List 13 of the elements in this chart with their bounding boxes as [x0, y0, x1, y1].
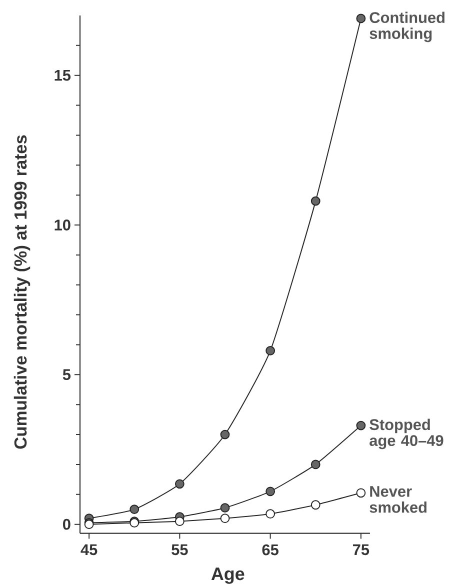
x-tick-label: 55: [172, 544, 188, 556]
series-label: Continued smoking: [370, 12, 444, 42]
y-tick-label: 5: [62, 369, 71, 380]
x-tick-label: 65: [262, 544, 278, 556]
y-tick-label: 0: [63, 518, 70, 530]
series-label: Stopped age 40–49: [370, 418, 444, 450]
series-label: Never smoked: [370, 486, 426, 513]
y-tick-label: 15: [54, 70, 71, 81]
y-axis-title: Cumulative mortality (%) at 1999 rates: [14, 135, 30, 449]
y-tick-label: 10: [54, 220, 70, 230]
x-tick-label: 45: [80, 544, 98, 556]
x-axis-title: Age: [211, 568, 244, 584]
x-tick-label: 75: [353, 544, 370, 556]
